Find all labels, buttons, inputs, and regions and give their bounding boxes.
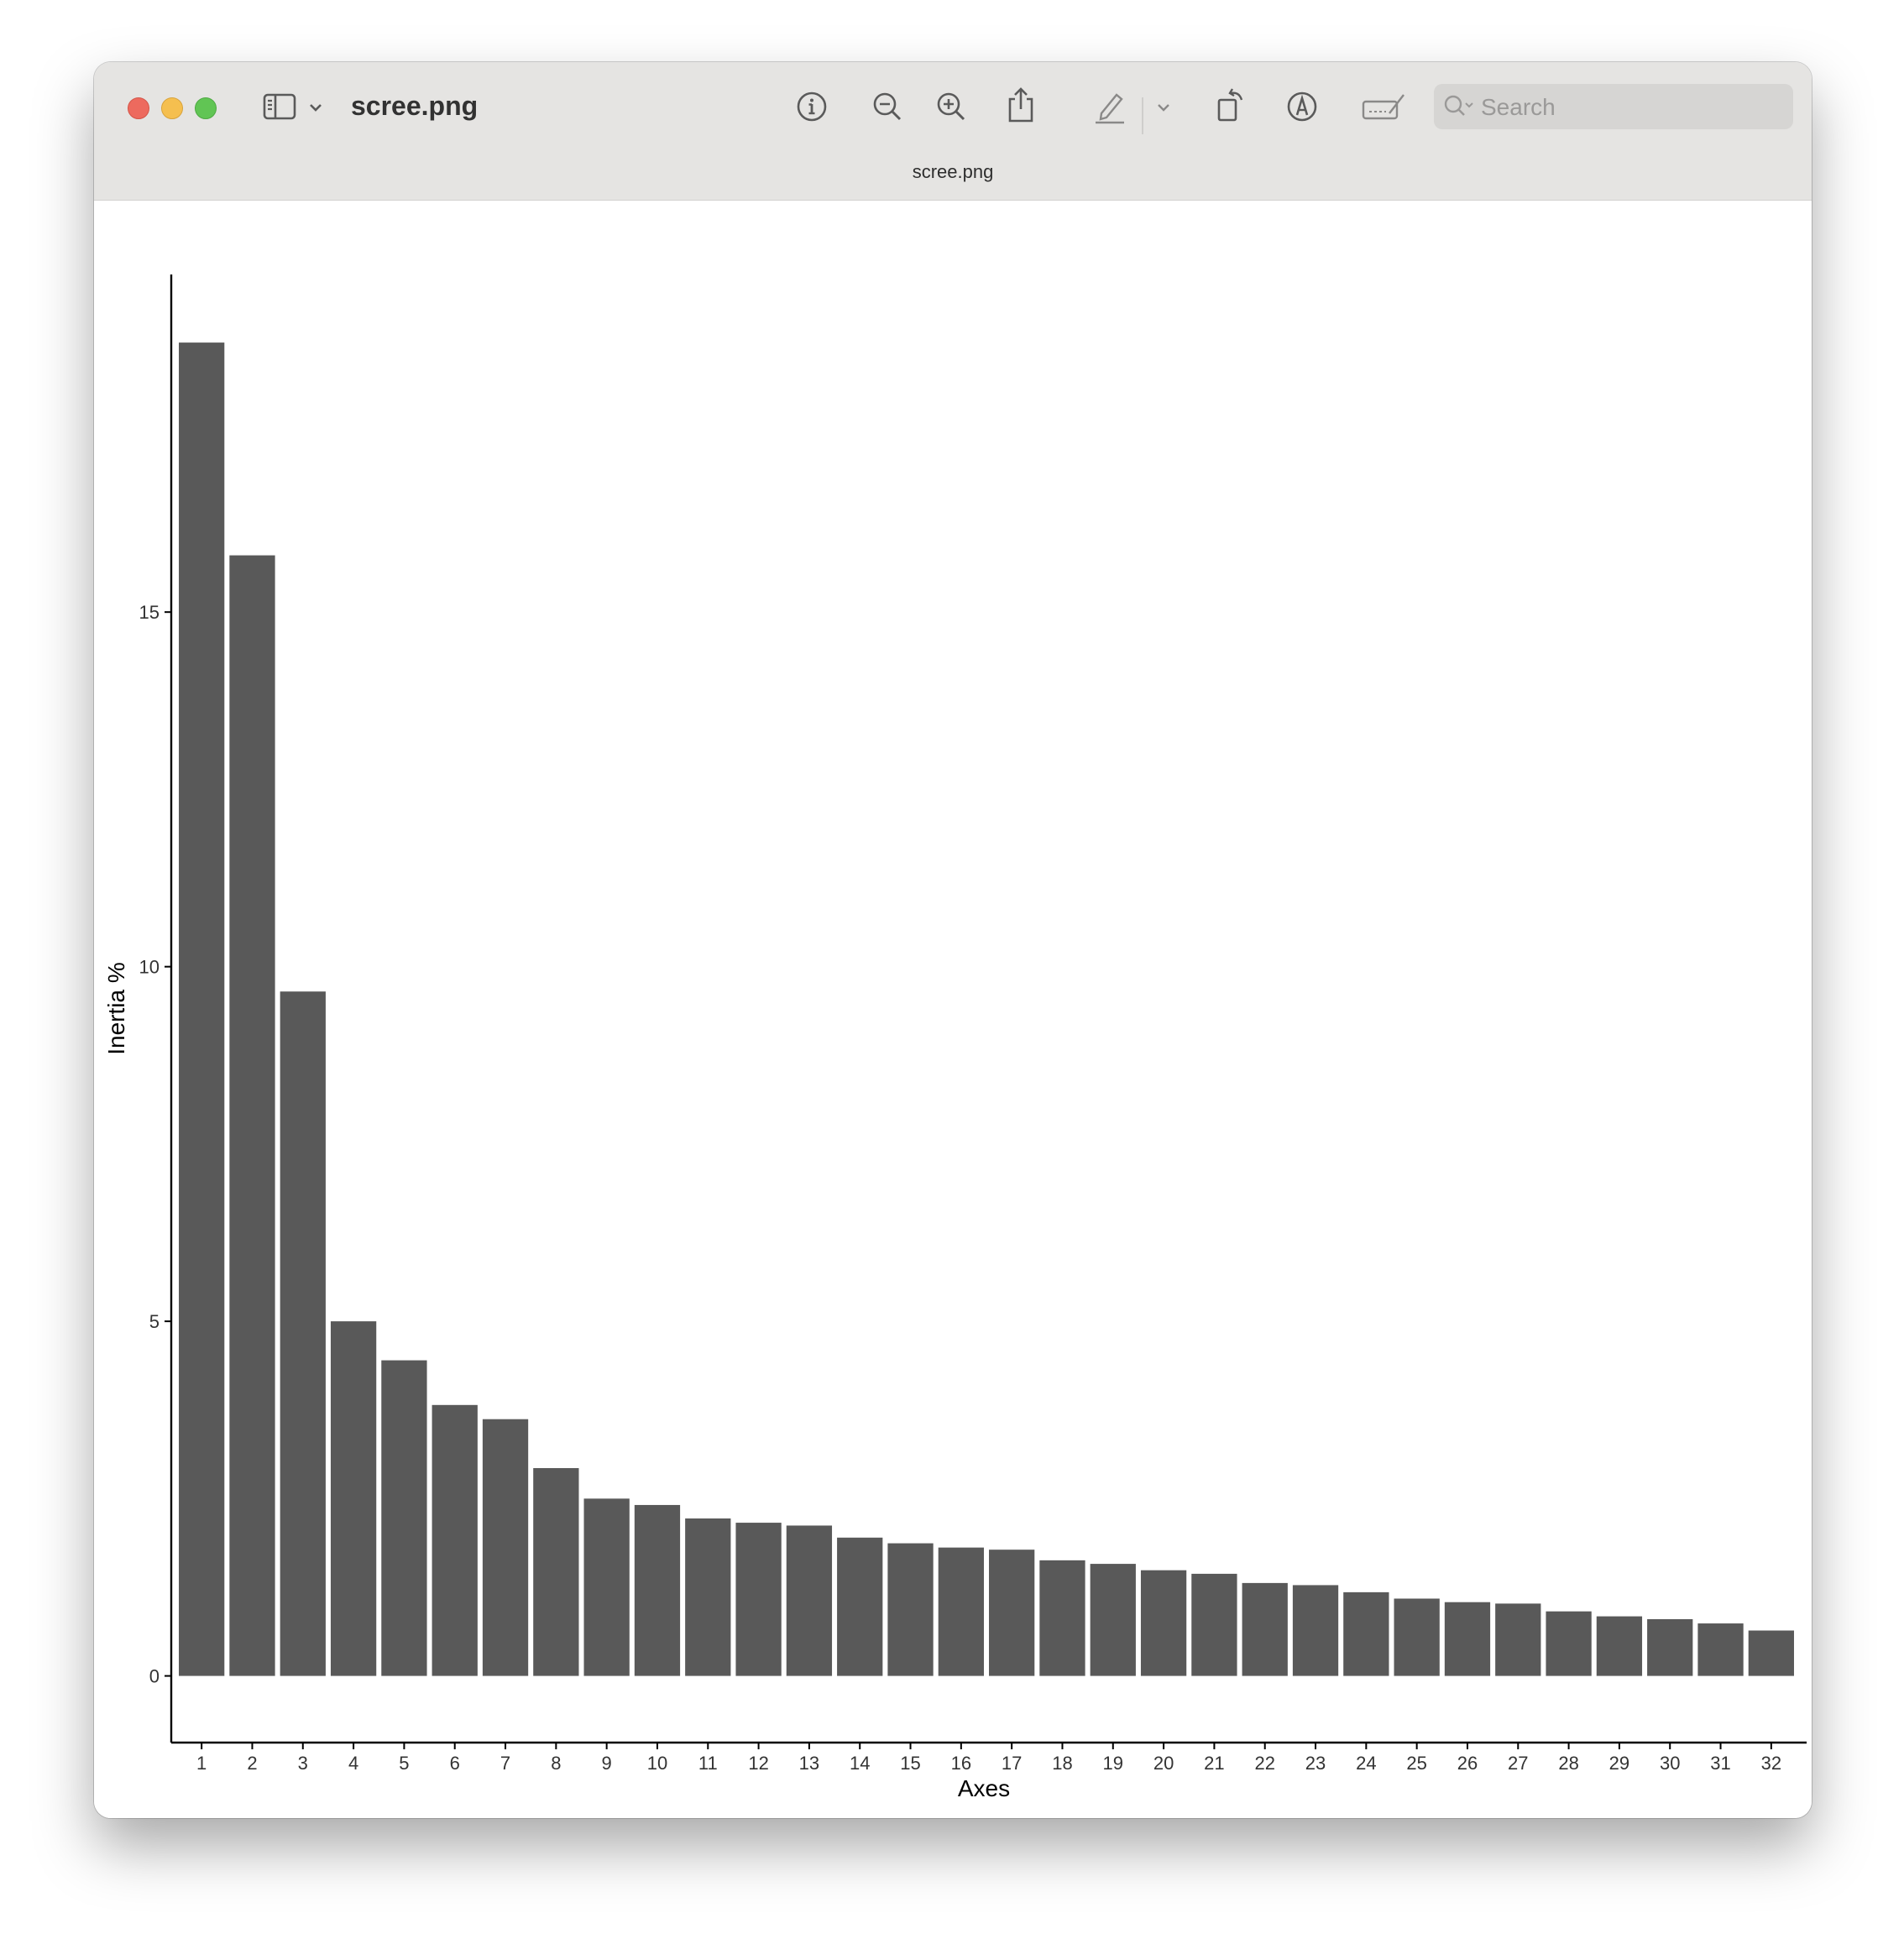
bar: [1140, 1570, 1187, 1676]
bar: [989, 1550, 1035, 1676]
x-tick-label: 32: [1761, 1753, 1781, 1774]
bar: [432, 1404, 478, 1676]
bar: [1394, 1598, 1440, 1676]
x-axis-label: Axes: [958, 1775, 1010, 1801]
x-tick-label: 9: [602, 1753, 612, 1774]
y-tick-label: 0: [149, 1666, 160, 1687]
chevron-down-icon[interactable]: [307, 99, 324, 116]
search-field[interactable]: Search: [1434, 84, 1793, 129]
x-tick-label: 1: [196, 1753, 207, 1774]
bar: [1748, 1630, 1794, 1676]
bar: [482, 1419, 529, 1676]
x-tick-label: 25: [1406, 1753, 1426, 1774]
x-tick-label: 11: [698, 1753, 718, 1774]
bar: [533, 1468, 579, 1676]
bar: [1090, 1564, 1136, 1676]
x-tick-label: 15: [900, 1753, 920, 1774]
x-tick-label: 29: [1609, 1753, 1629, 1774]
image-content: 0 5 10 15 1 2 3 4 5 6 7 8 9 10 11 12 13 14 15 16 17 18 19 20 21 2…: [94, 201, 1812, 1818]
bar: [1039, 1560, 1085, 1676]
preview-window: scree.png: [94, 62, 1812, 1818]
x-tick-label: 10: [647, 1753, 667, 1774]
x-tick-label: 21: [1204, 1753, 1224, 1774]
bar: [1343, 1591, 1389, 1676]
x-tick-label: 3: [298, 1753, 308, 1774]
x-tick-label: 12: [748, 1753, 768, 1774]
bar: [685, 1518, 731, 1676]
window-subtitle: scree.png: [912, 161, 994, 182]
x-tick-label: 16: [951, 1753, 971, 1774]
search-icon: [1441, 92, 1478, 121]
bar: [229, 555, 275, 1676]
highlight-pen-icon[interactable]: [1091, 87, 1128, 126]
bar: [887, 1543, 934, 1676]
maximize-window-button[interactable]: [195, 97, 217, 119]
bar: [1647, 1618, 1693, 1676]
rotate-icon[interactable]: [1212, 86, 1249, 124]
bar: [1495, 1603, 1541, 1676]
x-tick-label: 18: [1052, 1753, 1072, 1774]
bar: [837, 1537, 883, 1676]
x-tick-label: 13: [799, 1753, 819, 1774]
share-icon[interactable]: [1004, 86, 1038, 124]
zoom-in-icon[interactable]: [934, 89, 969, 124]
bar: [938, 1547, 984, 1676]
signature-icon[interactable]: [1360, 89, 1407, 124]
markup-icon[interactable]: [1284, 89, 1320, 124]
bar: [1191, 1573, 1237, 1676]
x-tick-label: 31: [1710, 1753, 1730, 1774]
y-axis-label: Inertia %: [103, 962, 129, 1055]
bar: [786, 1525, 833, 1676]
minimize-window-button[interactable]: [161, 97, 183, 119]
x-tick-label: 5: [399, 1753, 409, 1774]
x-tick-label: 20: [1153, 1753, 1174, 1774]
y-tick-label: 15: [139, 602, 160, 623]
x-tick-label: 27: [1508, 1753, 1528, 1774]
close-window-button[interactable]: [128, 97, 149, 119]
x-tick-label: 4: [348, 1753, 358, 1774]
info-icon[interactable]: [794, 89, 829, 124]
bar: [330, 1321, 377, 1676]
x-tick-label: 7: [500, 1753, 510, 1774]
x-tick-label: 14: [850, 1753, 870, 1774]
x-tick-label: 22: [1254, 1753, 1274, 1774]
x-tick-label: 28: [1558, 1753, 1578, 1774]
bar: [381, 1360, 427, 1676]
y-tick-label: 10: [139, 957, 160, 978]
document-title: scree.png: [351, 91, 479, 121]
bar: [1596, 1616, 1643, 1676]
x-tick-label: 17: [1002, 1753, 1022, 1774]
x-tick-label: 30: [1660, 1753, 1680, 1774]
bar: [1546, 1611, 1592, 1676]
x-tick-label: 8: [551, 1753, 561, 1774]
bar: [1697, 1623, 1744, 1676]
bar: [583, 1498, 630, 1676]
bar: [179, 342, 225, 1676]
bar: [1242, 1582, 1288, 1676]
x-tick-label: 6: [450, 1753, 460, 1774]
bar: [280, 991, 326, 1676]
toolbar-divider: [1142, 97, 1143, 134]
x-tick-label: 26: [1457, 1753, 1478, 1774]
x-tick-label: 2: [247, 1753, 257, 1774]
zoom-out-icon[interactable]: [870, 89, 905, 124]
sidebar-icon[interactable]: [262, 92, 297, 121]
chevron-down-icon[interactable]: [1155, 101, 1172, 114]
x-tick-label: 24: [1356, 1753, 1376, 1774]
bar: [735, 1523, 782, 1676]
x-tick-label: 23: [1305, 1753, 1326, 1774]
titlebar: scree.png: [94, 62, 1812, 201]
bar: [1444, 1602, 1491, 1676]
y-tick-label: 5: [149, 1311, 160, 1332]
search-placeholder: Search: [1481, 94, 1556, 120]
bar: [1292, 1585, 1339, 1676]
bar: [634, 1504, 681, 1676]
x-tick-label: 19: [1103, 1753, 1123, 1774]
